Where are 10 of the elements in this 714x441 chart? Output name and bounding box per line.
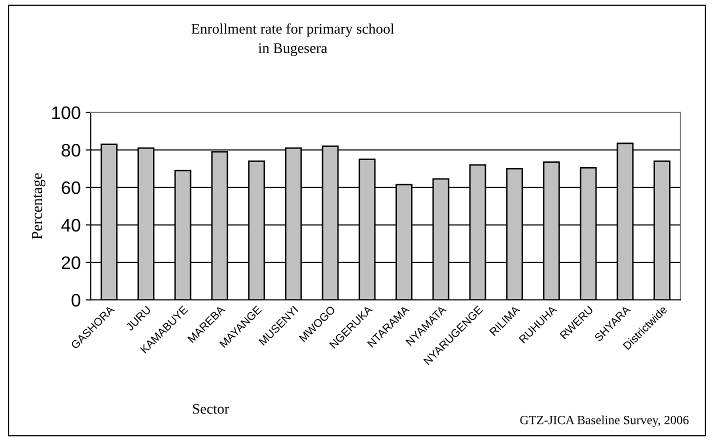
x-axis-title: Sector bbox=[192, 404, 230, 414]
chart-title: Enrollment rate for primary school in Bugesera bbox=[192, 23, 394, 56]
y-tick-label: 0 bbox=[72, 294, 80, 307]
y-tick-label: 100 bbox=[52, 106, 80, 120]
y-tick-label: 40 bbox=[61, 218, 80, 232]
y-tick-label: 60 bbox=[62, 181, 80, 194]
y-tick-label: 80 bbox=[62, 144, 80, 157]
y-tick-label: 20 bbox=[62, 256, 80, 270]
y-axis-title: Percentage bbox=[32, 173, 46, 240]
text: GTZ-JICA Baseline Survey, 2006 bbox=[520, 415, 689, 427]
